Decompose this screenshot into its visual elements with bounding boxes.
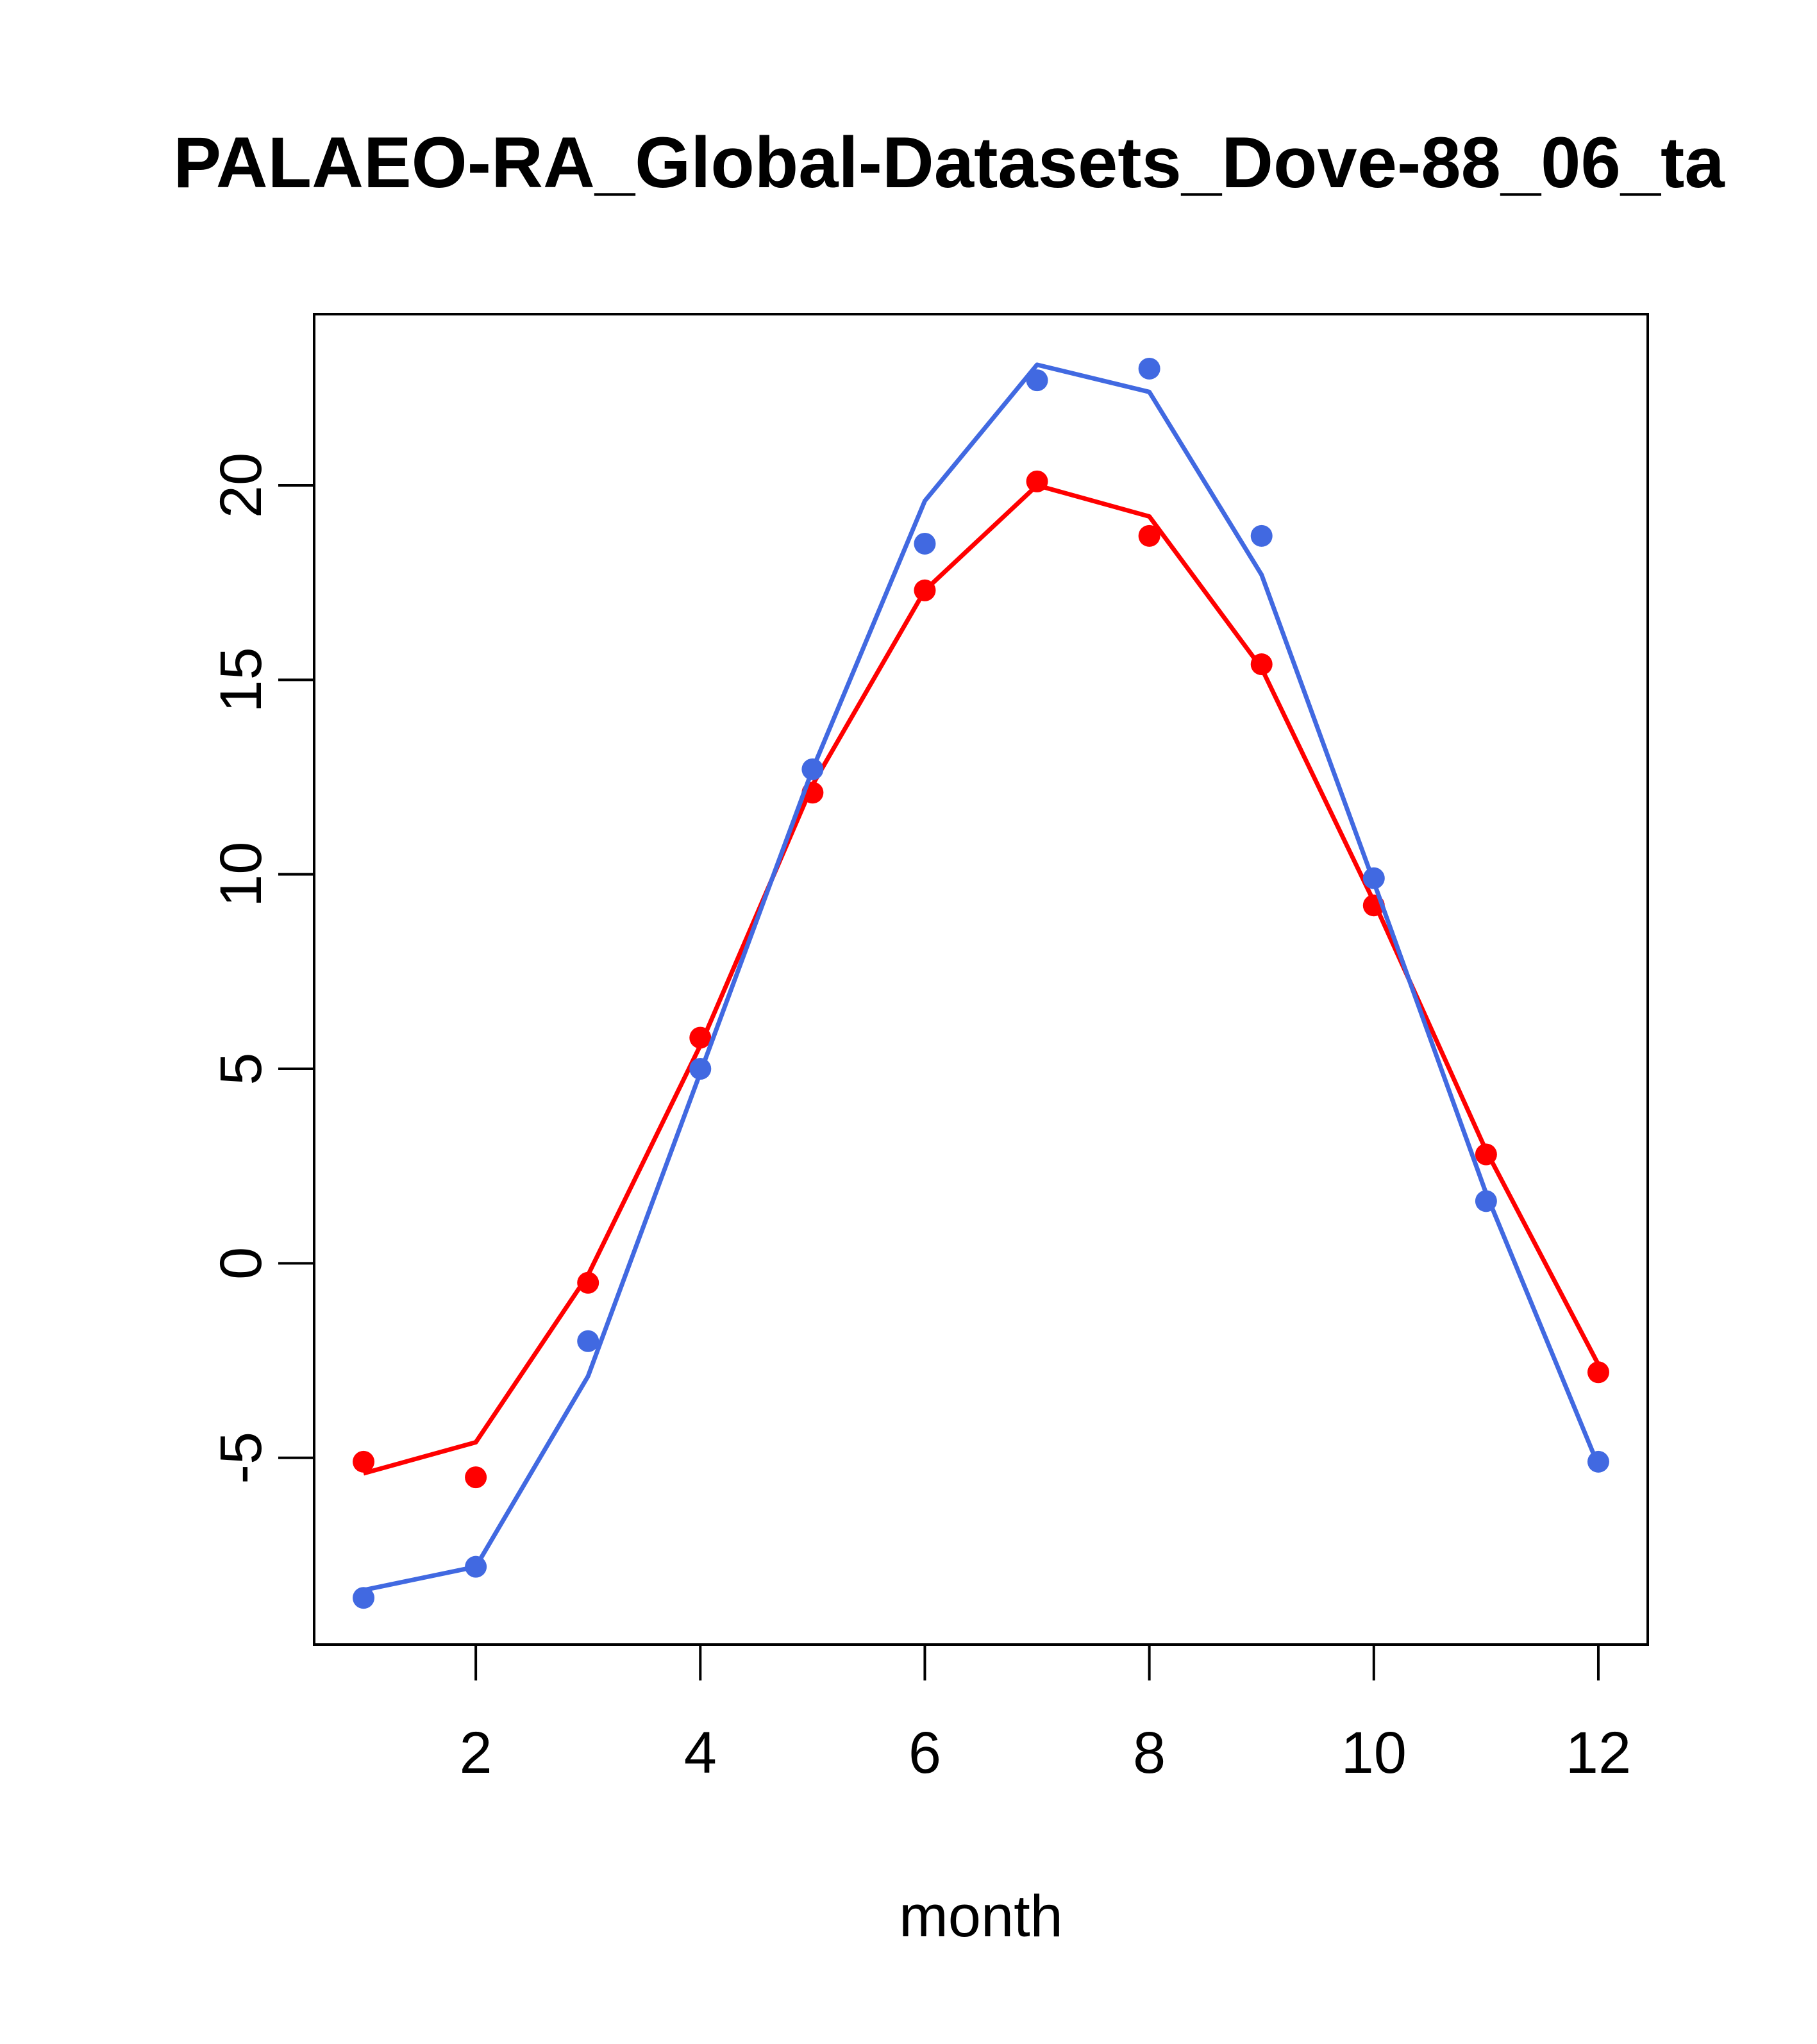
series-2 (353, 357, 1609, 1609)
y-tick-label: 20 (208, 453, 274, 518)
data-point (1587, 1361, 1609, 1384)
x-tick-label: 4 (684, 1720, 717, 1786)
y-tick-label: 5 (208, 1052, 274, 1085)
x-axis: 2 4 6 8 10 12 (460, 1643, 1631, 1786)
data-point (1587, 1450, 1609, 1473)
y-tick-label: -5 (208, 1432, 274, 1484)
y-tick-label: 10 (208, 842, 274, 907)
data-point (353, 1450, 375, 1473)
data-point (1475, 1143, 1497, 1166)
series-1 (353, 470, 1609, 1489)
data-point (1362, 867, 1385, 889)
data-point (1250, 653, 1273, 676)
data-point (689, 1058, 712, 1080)
x-tick-label: 8 (1133, 1720, 1166, 1786)
data-point (1138, 357, 1160, 380)
series-line (363, 483, 1601, 1476)
x-tick-label: 12 (1566, 1720, 1631, 1786)
data-point (914, 532, 936, 555)
series-line (363, 362, 1601, 1593)
data-point (914, 579, 936, 601)
data-point (577, 1330, 599, 1352)
data-point (1475, 1190, 1497, 1212)
y-tick-label: 15 (208, 647, 274, 712)
data-point (801, 758, 824, 780)
y-axis: -5 0 5 10 15 20 (208, 453, 315, 1484)
chart-title: PALAEO-RA_Global-Datasets_Dove-88_06_ta (173, 122, 1725, 203)
data-point (1250, 524, 1273, 547)
series-layer (353, 357, 1609, 1609)
data-point (465, 1466, 487, 1489)
x-axis-label: month (899, 1884, 1063, 1949)
data-point (689, 1026, 712, 1049)
x-tick-label: 10 (1341, 1720, 1407, 1786)
data-point (1138, 524, 1160, 547)
data-point (465, 1555, 487, 1578)
x-tick-label: 6 (908, 1720, 941, 1786)
x-tick-label: 2 (460, 1720, 492, 1786)
data-point (1026, 369, 1048, 392)
plot-area (313, 313, 1649, 1646)
data-point (353, 1587, 375, 1609)
data-point (577, 1271, 599, 1294)
y-tick-label: 0 (208, 1247, 274, 1280)
data-point (1026, 470, 1048, 492)
